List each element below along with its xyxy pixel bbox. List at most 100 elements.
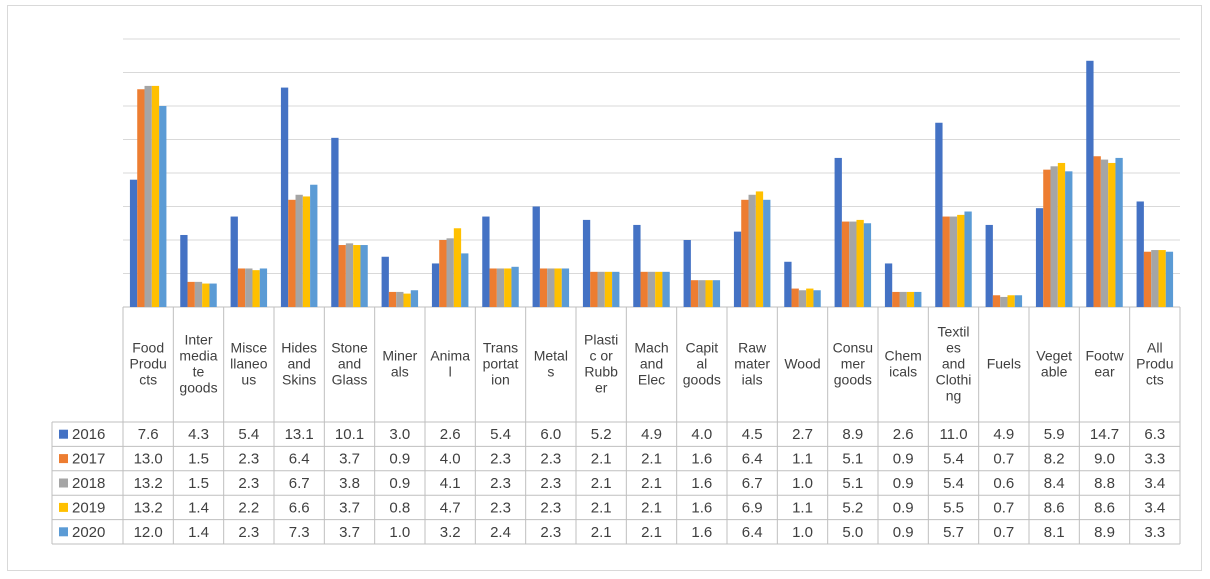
category-label: media — [179, 348, 217, 364]
table-cell-value: 7.3 — [289, 524, 310, 541]
legend-key-2016 — [59, 429, 68, 439]
table-cell-value: 2.6 — [893, 426, 914, 443]
category-label: Raw — [738, 340, 767, 356]
table-cell-value: 10.1 — [335, 426, 364, 443]
bar-2017-footwear — [1093, 156, 1101, 307]
table-cell-value: 0.7 — [993, 524, 1014, 541]
table-cell-value: 4.5 — [742, 426, 763, 443]
bar-2017-stone-and-glass — [338, 245, 346, 307]
bar-2018-metals — [547, 268, 555, 307]
table-cell-value: 8.4 — [1044, 475, 1065, 492]
category-label: Textil — [938, 324, 970, 340]
bar-2018-fuels — [1000, 296, 1008, 307]
category-label: Chem — [884, 348, 921, 364]
bar-2016-food-products — [129, 179, 138, 307]
bar-2016-all-products — [1136, 201, 1144, 307]
table-cell-value: 2.3 — [490, 475, 511, 492]
table-cell-value: 0.9 — [893, 499, 914, 516]
table-cell-value: 5.7 — [943, 524, 964, 541]
table-cell-value: 13.0 — [134, 451, 163, 468]
bar-2020-animal — [461, 253, 469, 307]
table-cell-value: 8.6 — [1094, 499, 1115, 516]
table-cell-value: 0.9 — [893, 524, 914, 541]
bar-2017-mach-and-elec — [640, 271, 648, 307]
table-cell-value: 1.1 — [792, 451, 813, 468]
bar-2020-miscellaneous — [259, 268, 268, 307]
bar-2019-animal — [453, 228, 462, 307]
category-label: Veget — [1036, 348, 1072, 364]
bar-2020-plastic-or-rubber — [612, 271, 620, 307]
bar-2019-plastic-or-rubber — [604, 271, 613, 307]
table-cell-value: 5.4 — [490, 426, 511, 443]
category-label: Anima — [430, 348, 470, 364]
bar-2016-vegetable — [1035, 208, 1044, 307]
table-cell-value: 8.9 — [1094, 524, 1115, 541]
bar-2020-intermediate-goods — [209, 283, 217, 307]
table-cell-value: 0.9 — [893, 451, 914, 468]
table-cell-value: 6.4 — [742, 524, 763, 541]
category-label: Footw — [1085, 348, 1124, 364]
table-cell-value: 3.8 — [339, 475, 360, 492]
bar-2017-consumer-goods — [841, 221, 850, 307]
table-cell-value: 0.9 — [389, 475, 410, 492]
category-label: Hides — [281, 340, 317, 356]
table-cell-value: 8.6 — [1044, 499, 1065, 516]
category-label: Mach — [634, 340, 668, 356]
category-label: goods — [179, 380, 217, 396]
table-cell-value: 2.3 — [490, 451, 511, 468]
bar-2016-stone-and-glass — [331, 137, 339, 307]
category-label: and — [640, 356, 663, 372]
table-cell-value: 4.9 — [641, 426, 662, 443]
category-label: ear — [1094, 364, 1115, 380]
category-label: Skins — [282, 372, 316, 388]
table-cell-value: 1.6 — [691, 451, 712, 468]
table-cell-value: 5.2 — [591, 426, 612, 443]
bar-2018-animal — [446, 238, 454, 307]
bar-2016-capital-goods — [683, 240, 691, 307]
table-cell-value: 5.4 — [943, 475, 964, 492]
bar-2018-footwear — [1100, 159, 1109, 307]
category-label: goods — [834, 372, 872, 388]
bar-2017-fuels — [992, 295, 1001, 307]
table-cell-value: 2.3 — [238, 451, 259, 468]
bar-2018-textiles-and-clothing — [949, 216, 958, 307]
category-label: goods — [683, 372, 721, 388]
table-cell-value: 4.0 — [440, 451, 461, 468]
category-label: llaneo — [230, 356, 268, 372]
category-label: als — [391, 364, 409, 380]
table-cell-value: 8.2 — [1044, 451, 1065, 468]
bar-2020-vegetable — [1065, 171, 1073, 307]
table-cell-value: 1.5 — [188, 451, 209, 468]
category-label: cts — [139, 372, 157, 388]
bar-2018-food-products — [144, 85, 152, 308]
table-cell-value: 11.0 — [939, 426, 967, 443]
table-cell-value: 3.2 — [440, 524, 461, 541]
table-cell-value: 3.7 — [339, 524, 360, 541]
category-label: Elec — [638, 372, 665, 388]
bar-2020-raw-materials — [763, 199, 771, 307]
bar-2016-chemicals — [884, 263, 893, 307]
table-cell-value: 4.3 — [188, 426, 209, 443]
bar-2020-metals — [561, 268, 570, 307]
table-cell-value: 5.5 — [943, 499, 964, 516]
table-cell-value: 2.3 — [238, 524, 259, 541]
series-label-2016: 2016 — [72, 426, 105, 443]
bar-2017-textiles-and-clothing — [942, 216, 950, 307]
bar-2017-animal — [439, 240, 447, 307]
table-cell-value: 2.3 — [540, 451, 561, 468]
category-label: mer — [841, 356, 865, 372]
category-label: portat — [483, 356, 519, 372]
table-cell-value: 6.4 — [289, 451, 310, 468]
bar-2020-chemicals — [914, 291, 922, 307]
bar-2016-wood — [784, 261, 792, 307]
bar-2017-raw-materials — [741, 199, 749, 307]
table-cell-value: 5.2 — [842, 499, 863, 516]
table-cell-value: 6.3 — [1144, 426, 1165, 443]
category-label: l — [449, 364, 452, 380]
bar-2019-transportation — [504, 268, 512, 307]
table-cell-value: 12.0 — [134, 524, 163, 541]
table-cell-value: 3.4 — [1144, 475, 1165, 492]
bar-2019-miscellaneous — [252, 270, 260, 307]
table-cell-value: 4.1 — [440, 475, 461, 492]
